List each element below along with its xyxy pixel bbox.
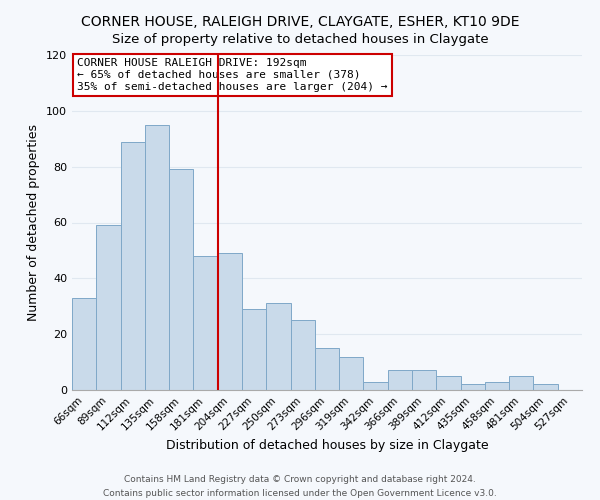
Bar [72,298,96,390]
Bar [412,370,436,390]
Bar [509,376,533,390]
Bar [169,170,193,390]
Bar [193,256,218,390]
Bar [290,320,315,390]
Bar [96,226,121,390]
X-axis label: Distribution of detached houses by size in Claygate: Distribution of detached houses by size … [166,438,488,452]
Bar [533,384,558,390]
Bar [339,356,364,390]
Bar [121,142,145,390]
Bar [461,384,485,390]
Bar [266,304,290,390]
Bar [145,125,169,390]
Text: CORNER HOUSE, RALEIGH DRIVE, CLAYGATE, ESHER, KT10 9DE: CORNER HOUSE, RALEIGH DRIVE, CLAYGATE, E… [81,15,519,29]
Bar [436,376,461,390]
Bar [315,348,339,390]
Text: Contains HM Land Registry data © Crown copyright and database right 2024.
Contai: Contains HM Land Registry data © Crown c… [103,476,497,498]
Text: Size of property relative to detached houses in Claygate: Size of property relative to detached ho… [112,32,488,46]
Bar [364,382,388,390]
Y-axis label: Number of detached properties: Number of detached properties [28,124,40,321]
Bar [388,370,412,390]
Text: CORNER HOUSE RALEIGH DRIVE: 192sqm
← 65% of detached houses are smaller (378)
35: CORNER HOUSE RALEIGH DRIVE: 192sqm ← 65%… [77,58,388,92]
Bar [485,382,509,390]
Bar [218,253,242,390]
Bar [242,309,266,390]
